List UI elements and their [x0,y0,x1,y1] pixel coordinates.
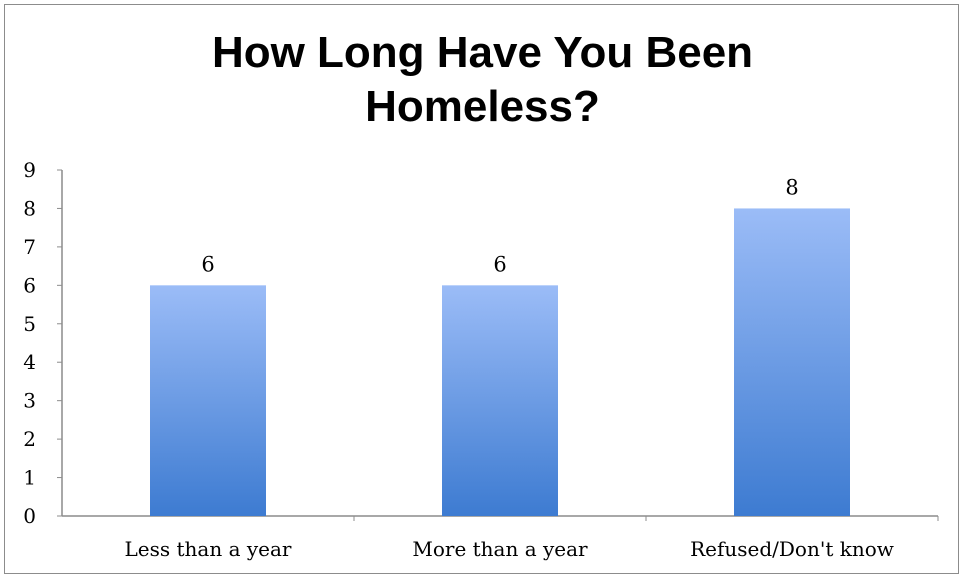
y-tick-label: 2 [23,427,36,451]
bar-data-label: 8 [785,175,798,199]
y-tick-label: 6 [23,273,36,297]
y-tick-label: 4 [23,350,36,374]
y-tick-label: 7 [23,235,36,259]
y-tick-label: 8 [23,196,36,220]
y-tick-label: 0 [23,504,36,528]
labels: 6 Less than a year 6 More than a year 8 Refus… [125,175,894,561]
bar [150,285,266,516]
y-tick-label: 3 [23,389,36,413]
y-tick-label: 9 [23,158,36,182]
bar-data-label: 6 [493,252,506,276]
x-category-label: Less than a year [125,537,292,561]
y-tick-label: 1 [23,466,36,490]
x-category-label: More than a year [412,537,588,561]
bar [442,285,558,516]
chart-title: How Long Have You Been Homeless? [211,28,754,131]
y-tick-label: 5 [23,312,36,336]
bar-data-label: 6 [201,252,214,276]
x-category-label: Refused/Don't know [690,537,894,561]
bar [734,208,850,516]
bars [150,208,850,516]
